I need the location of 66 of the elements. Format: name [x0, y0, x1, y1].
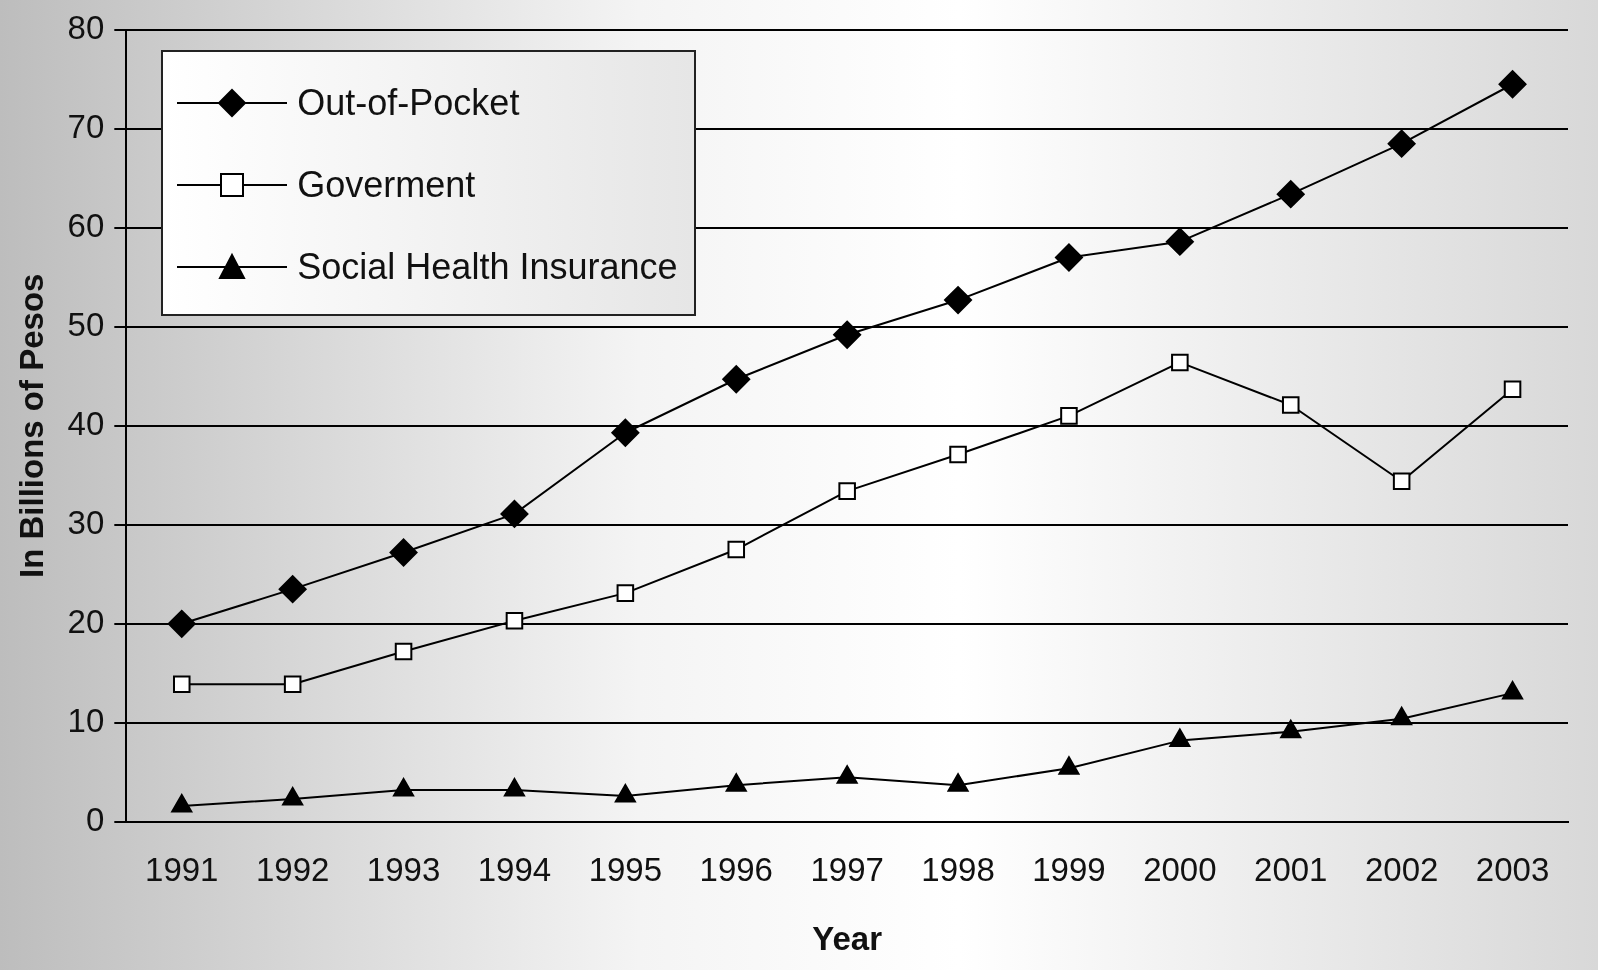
point [1165, 227, 1194, 256]
point [282, 787, 304, 806]
legend-label: Out-of-Pocket [297, 81, 520, 124]
point [394, 642, 413, 661]
y-tick-label: 30 [67, 503, 105, 541]
x-tick-label: 1998 [921, 850, 995, 888]
x-tick-label: 1999 [1032, 850, 1106, 888]
y-tick-label: 20 [67, 602, 105, 640]
y-tick-label: 40 [67, 404, 105, 442]
point [836, 765, 858, 784]
point [616, 584, 635, 602]
point [1503, 380, 1522, 398]
x-tick-label: 2003 [1475, 850, 1550, 888]
x-tick-label: 1992 [255, 850, 330, 888]
point [947, 773, 969, 792]
point [171, 793, 193, 813]
point [949, 445, 967, 464]
y-tick-label: 0 [85, 800, 105, 838]
x-tick-label: 2000 [1143, 850, 1217, 888]
y-tick-label: 60 [67, 206, 105, 244]
point [1498, 70, 1527, 99]
point [393, 778, 415, 797]
point [1502, 681, 1524, 700]
point [389, 538, 418, 567]
point [1058, 756, 1080, 775]
legend-label: Goverment [297, 163, 476, 206]
point [1060, 407, 1078, 425]
point [1392, 472, 1411, 491]
y-tick-label: 80 [67, 8, 105, 46]
point [1391, 706, 1413, 726]
point [1280, 719, 1302, 739]
point [838, 482, 856, 500]
point [1054, 243, 1083, 272]
y-tick-label: 10 [67, 701, 105, 739]
x-tick-label: 2002 [1364, 850, 1439, 888]
point [1171, 353, 1189, 372]
point [833, 320, 862, 349]
y-tick-label: 70 [67, 107, 105, 145]
point [500, 499, 529, 528]
x-tick-label: 1996 [699, 850, 773, 888]
x-tick-label: 2001 [1254, 850, 1328, 888]
x-tick-label: 1993 [366, 850, 441, 888]
point [278, 575, 307, 604]
point [944, 286, 973, 315]
point [283, 675, 302, 693]
x-tick-label: 1997 [810, 850, 884, 888]
x-tick-label: 1994 [477, 850, 552, 888]
point [727, 540, 746, 559]
point [1276, 180, 1305, 209]
y-axis-title: In Billions of Pesos [12, 273, 50, 578]
point [611, 418, 640, 447]
point [505, 612, 524, 630]
point [172, 675, 191, 693]
legend-label: Social Health Insurance [297, 245, 678, 288]
point [722, 365, 751, 394]
y-tick-label: 50 [67, 305, 105, 343]
x-tick-label: 1991 [145, 850, 219, 888]
point [1387, 129, 1416, 158]
point [167, 609, 196, 638]
point [614, 784, 636, 803]
x-tick-label: 1995 [588, 850, 663, 888]
point [725, 773, 747, 792]
point [1169, 728, 1191, 748]
point [1281, 396, 1300, 414]
x-axis-title: Year [812, 920, 883, 958]
point [503, 778, 525, 797]
